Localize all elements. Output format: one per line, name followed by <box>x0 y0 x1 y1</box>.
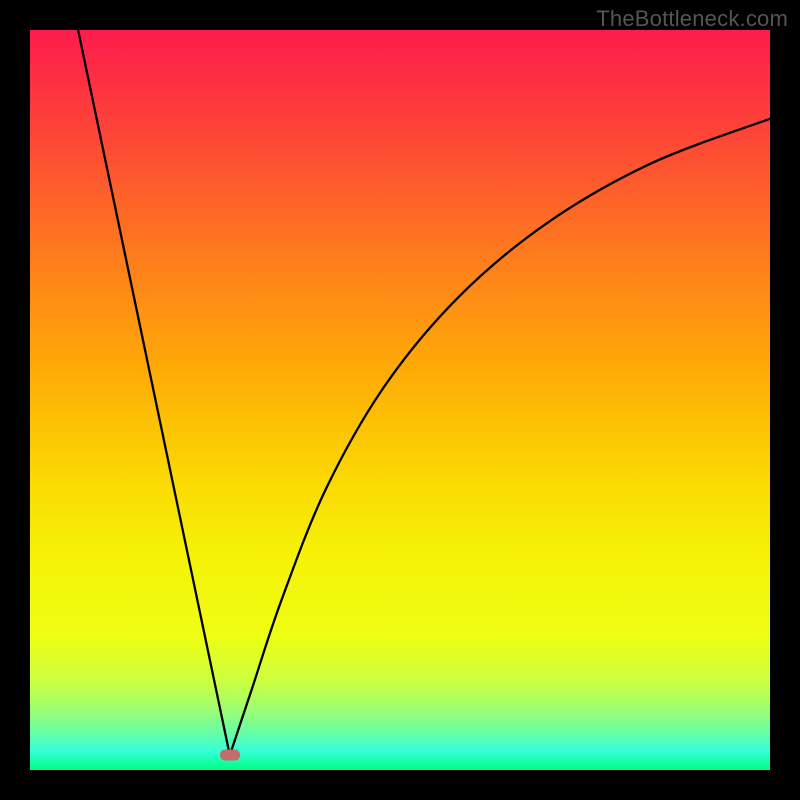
chart-frame: TheBottleneck.com <box>0 0 800 800</box>
plot-area <box>30 30 770 770</box>
watermark-text: TheBottleneck.com <box>596 6 788 32</box>
bottleneck-curve <box>30 30 770 770</box>
minimum-marker <box>220 750 240 761</box>
